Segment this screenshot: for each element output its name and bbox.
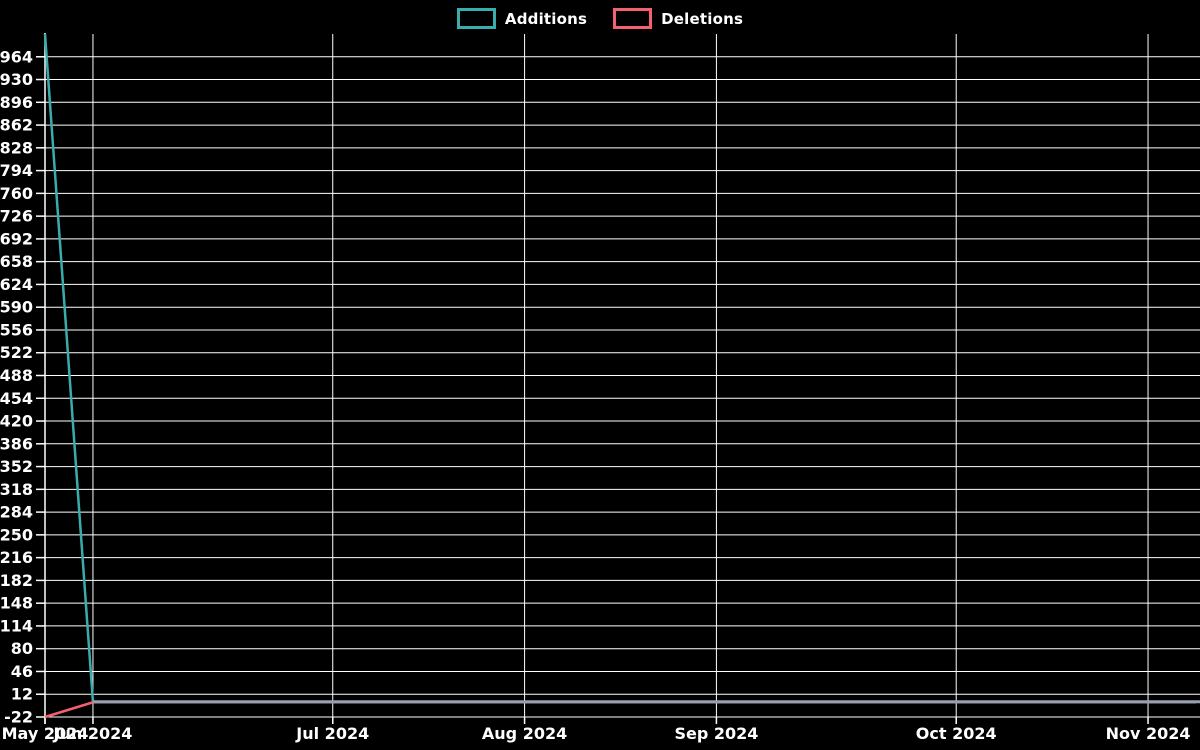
y-tick-label: 46: [11, 662, 33, 681]
y-tick-label: 658: [0, 252, 33, 271]
x-tick-label: Jul 2024: [295, 724, 369, 743]
y-tick-label: 556: [0, 320, 33, 339]
y-tick-label: 522: [0, 343, 33, 362]
y-tick-label: -22: [4, 708, 33, 727]
y-tick-label: 760: [0, 184, 33, 203]
y-tick-label: 182: [0, 571, 33, 590]
x-tick-label: May 2024: [2, 724, 89, 743]
y-tick-label: 624: [0, 275, 33, 294]
series-line-additions: [43, 33, 1196, 704]
series-line-deletions: [44, 701, 1196, 719]
y-tick-label: 284: [0, 503, 33, 522]
x-tick-label: Sep 2024: [674, 724, 758, 743]
y-tick-label: 726: [0, 207, 33, 226]
legend-label-additions: Additions: [504, 9, 588, 28]
y-tick-label: 488: [0, 366, 33, 385]
y-tick-label: 930: [0, 70, 33, 89]
additions-swatch-icon: [456, 8, 496, 29]
y-tick-label: 590: [0, 298, 33, 317]
x-tick-label: Nov 2024: [1106, 724, 1191, 743]
legend-item-deletions: Deletions: [613, 8, 743, 29]
y-tick-label: 80: [11, 639, 33, 658]
y-tick-label: 794: [0, 161, 33, 180]
y-tick-label: 828: [0, 138, 33, 157]
y-tick-label: 862: [0, 116, 33, 135]
y-tick-label: 114: [0, 616, 33, 635]
y-tick-label: 964: [0, 47, 33, 66]
y-tick-label: 454: [0, 389, 33, 408]
x-tick-label: Jun 2024: [53, 724, 133, 743]
y-tick-label: 148: [0, 594, 33, 613]
x-tick-label: Oct 2024: [916, 724, 997, 743]
y-tick-label: 12: [11, 685, 33, 704]
deletions-swatch-icon: [613, 8, 653, 29]
y-tick-label: 420: [0, 412, 33, 431]
y-tick-label: 250: [0, 525, 33, 544]
y-tick-label: 896: [0, 93, 33, 112]
y-tick-label: 692: [0, 229, 33, 248]
chart-legend: Additions Deletions: [0, 8, 1200, 29]
legend-item-additions: Additions: [456, 8, 588, 29]
y-tick-label: 352: [0, 457, 33, 476]
y-tick-label: 386: [0, 434, 33, 453]
y-tick-label: 216: [0, 548, 33, 567]
x-tick-label: Aug 2024: [482, 724, 567, 743]
y-tick-label: 318: [0, 480, 33, 499]
legend-label-deletions: Deletions: [661, 9, 744, 28]
